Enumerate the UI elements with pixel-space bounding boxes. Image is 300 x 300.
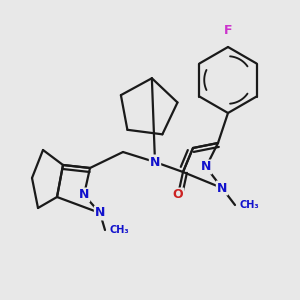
Text: N: N [150, 155, 160, 169]
Text: CH₃: CH₃ [240, 200, 260, 210]
Text: N: N [95, 206, 105, 220]
Text: CH₃: CH₃ [110, 225, 130, 235]
Text: N: N [201, 160, 211, 173]
Text: N: N [79, 188, 89, 202]
Text: F: F [224, 23, 232, 37]
Text: O: O [173, 188, 183, 202]
Text: N: N [217, 182, 227, 194]
